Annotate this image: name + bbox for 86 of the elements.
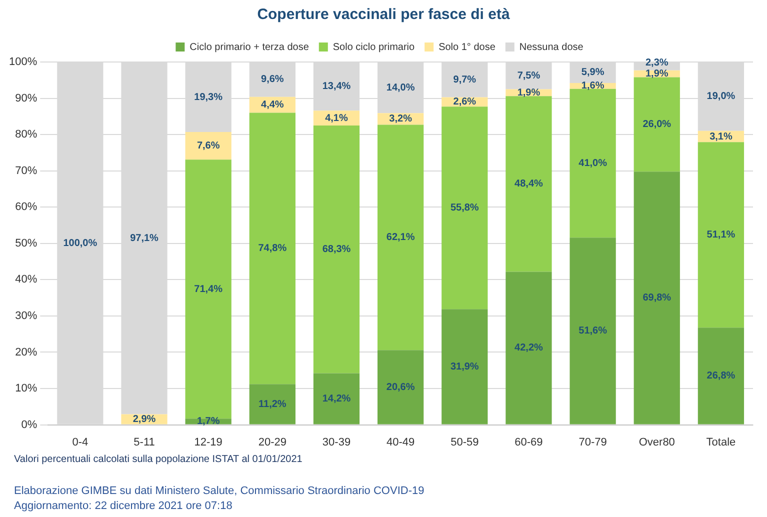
data-label: 9,7% <box>453 74 476 86</box>
bar <box>634 77 680 172</box>
y-tick-label: 60% <box>15 201 38 214</box>
bar <box>185 132 232 160</box>
data-label: 51,6% <box>578 326 608 337</box>
bar <box>442 106 488 310</box>
data-label: 7,5% <box>517 70 540 82</box>
data-label: 31,9% <box>450 361 479 372</box>
data-label: 71,4% <box>194 284 223 295</box>
data-label: 9,6% <box>261 74 284 86</box>
x-tick-label: Over80 <box>638 436 675 448</box>
data-label: 1,6% <box>581 80 604 92</box>
y-tick-label: 80% <box>15 128 38 141</box>
data-label: 1,9% <box>645 68 668 80</box>
data-label: 19,0% <box>706 91 736 102</box>
y-tick-label: 20% <box>15 346 38 358</box>
bar <box>185 160 232 419</box>
y-tick-label: 50% <box>15 237 38 250</box>
data-label: 3,1% <box>710 131 732 142</box>
bar <box>506 96 552 272</box>
data-label: 1,9% <box>517 87 540 98</box>
data-label: 14,2% <box>322 394 351 405</box>
x-tick-label: Totale <box>706 436 736 448</box>
data-label: 26,0% <box>642 119 672 130</box>
chart-title: Coperture vaccinali per fasce di età <box>256 6 511 23</box>
data-label: 62,1% <box>386 232 415 244</box>
legend-label: Solo ciclo primario <box>332 42 416 53</box>
bar <box>570 88 616 238</box>
legend-label: Ciclo primario + terza dose <box>190 42 310 53</box>
data-label: 13,4% <box>322 81 351 92</box>
data-label: 69,8% <box>642 292 672 304</box>
text: Elaborazione GIMBE su dati Ministero Salute, Commissario Straordinario COVID-19 <box>14 485 424 497</box>
x-tick-label: 60-69 <box>514 436 543 448</box>
y-tick-label: 30% <box>15 310 38 322</box>
bar <box>506 272 552 424</box>
x-tick-label: 70-79 <box>578 436 607 448</box>
data-label: 2,3% <box>645 58 668 69</box>
bar <box>313 373 360 424</box>
data-label: 74,8% <box>258 243 287 254</box>
text: Aggiornamento: 22 dicembre 2021 ore 07:18 <box>14 500 232 512</box>
data-label: 26,8% <box>706 370 736 382</box>
bar <box>313 125 360 374</box>
data-label: 51,1% <box>706 230 736 241</box>
data-label: 100,0% <box>63 238 98 249</box>
legend-label: Nessuna dose <box>519 42 584 53</box>
bar <box>442 309 488 424</box>
x-tick-label: 5-11 <box>134 436 155 448</box>
data-label: 42,2% <box>514 342 544 354</box>
x-tick-label: 20-29 <box>258 436 286 448</box>
bar <box>698 142 744 328</box>
data-label: 41,0% <box>578 158 608 169</box>
data-label: 14,0% <box>386 82 415 94</box>
x-tick-label: 0-4 <box>72 436 88 448</box>
y-tick-label: 0% <box>21 418 38 431</box>
bar <box>378 350 424 424</box>
data-label: 97,1% <box>130 232 159 244</box>
legend-label: Solo 1° dose <box>438 42 496 53</box>
data-label: 68,3% <box>322 244 351 256</box>
x-tick-label: 30-39 <box>322 436 351 448</box>
bar <box>249 384 296 424</box>
y-tick-label: 40% <box>15 274 38 286</box>
x-tick-label: 40-49 <box>386 436 415 448</box>
y-tick-label: 70% <box>15 164 38 177</box>
data-label: 19,3% <box>194 92 223 103</box>
data-label: 55,8% <box>450 202 479 214</box>
data-label: 20,6% <box>386 382 415 393</box>
text: Valori percentuali calcolati sulla popolazione ISTAT al 01/01/2021 <box>14 454 302 465</box>
x-tick-label: 50-59 <box>450 436 479 448</box>
data-label: 5,9% <box>581 67 604 78</box>
bar <box>249 112 296 384</box>
y-tick-label: 100% <box>8 56 38 68</box>
bar <box>634 172 680 424</box>
data-label: 2,9% <box>132 414 156 426</box>
data-label: 2,6% <box>453 96 476 108</box>
y-tick-label: 10% <box>15 382 38 395</box>
bar <box>570 238 616 424</box>
bar <box>698 328 744 424</box>
y-tick-label: 90% <box>15 92 38 104</box>
x-tick-label: 12-19 <box>194 436 222 448</box>
data-label: 4,1% <box>325 112 348 124</box>
data-label: 3,2% <box>389 114 412 125</box>
data-label: 7,6% <box>196 140 220 152</box>
data-label: 48,4% <box>514 178 544 190</box>
data-label: 11,2% <box>258 398 286 410</box>
bar <box>378 124 424 350</box>
data-label: 4,4% <box>261 100 284 111</box>
